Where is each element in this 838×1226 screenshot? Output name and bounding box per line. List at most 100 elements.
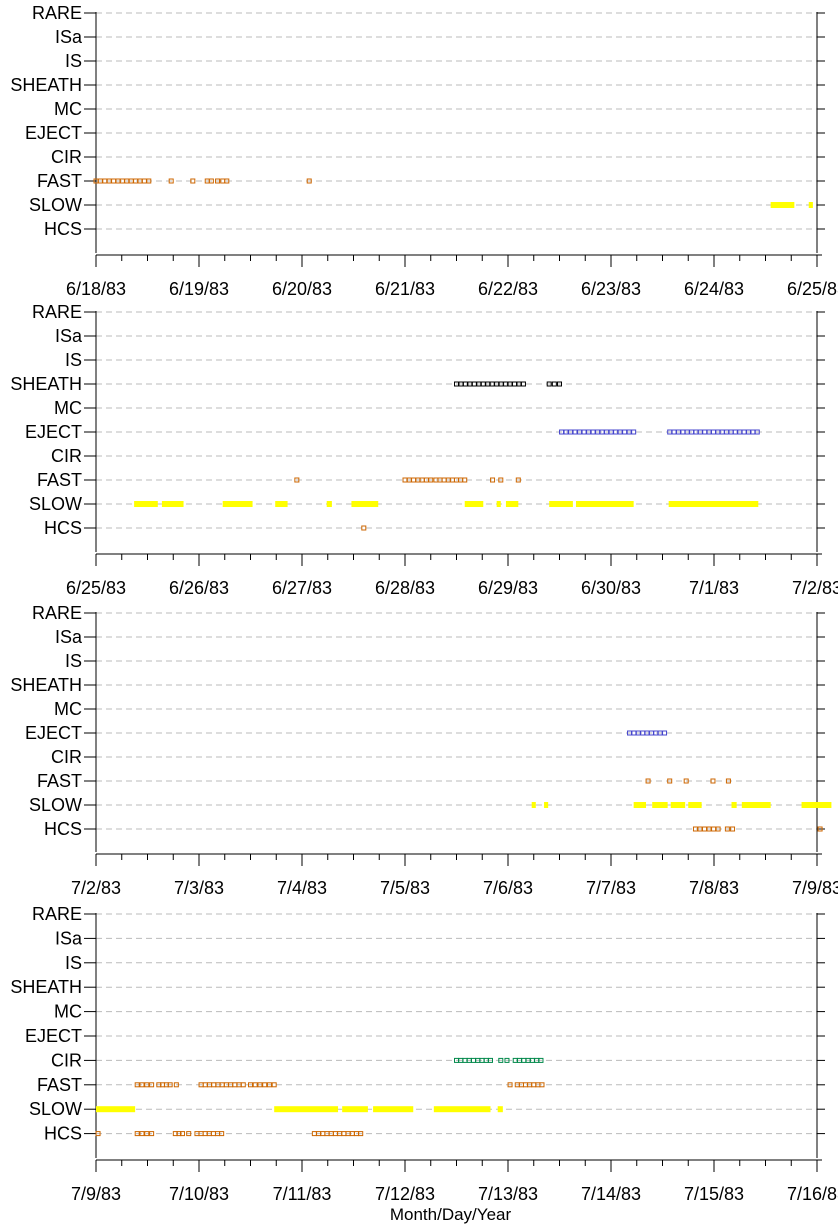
mark-sheath — [512, 381, 518, 387]
mark-fast — [539, 1082, 545, 1088]
category-label-eject: EJECT — [25, 1026, 82, 1046]
mark-fast — [266, 1082, 272, 1088]
category-label-fast: FAST — [37, 1075, 82, 1095]
mark-slow — [275, 501, 288, 507]
mark-eject — [586, 429, 592, 435]
category-label-is: IS — [65, 953, 82, 973]
category-label-isa: ISa — [55, 627, 83, 647]
mark-cir — [521, 1057, 527, 1063]
category-label-rare: RARE — [32, 3, 82, 23]
mark-slow — [373, 1106, 414, 1113]
category-label-is: IS — [65, 51, 82, 71]
mark-eject — [617, 429, 623, 435]
category-label-fast: FAST — [37, 171, 82, 191]
mark-fast — [240, 1082, 246, 1088]
mark-hcs — [724, 826, 730, 832]
category-label-sheath: SHEATH — [10, 374, 82, 394]
x-tick-label: 6/30/83 — [581, 578, 641, 598]
x-tick-label: 7/9/83 — [71, 1184, 121, 1204]
category-label-slow: SLOW — [29, 195, 82, 215]
mark-fast — [262, 1082, 268, 1088]
mark-hcs — [139, 1131, 145, 1137]
category-label-eject: EJECT — [25, 723, 82, 743]
mark-eject — [577, 429, 583, 435]
mark-fast — [306, 178, 312, 184]
category-label-cir: CIR — [51, 446, 82, 466]
x-tick-label: 7/12/83 — [375, 1184, 435, 1204]
mark-cir — [538, 1057, 544, 1063]
mark-eject — [608, 429, 614, 435]
mark-eject — [754, 429, 760, 435]
mark-fast — [683, 778, 689, 784]
mark-fast — [144, 1082, 150, 1088]
panel-3: RARE ISa IS SHEATH MC EJECT CIR FAST SLOW HCS 7/2/… — [10, 603, 838, 898]
x-tick-label: 6/25/83 — [66, 578, 126, 598]
mark-fast — [149, 1082, 155, 1088]
mark-slow — [801, 802, 832, 808]
mark-cir — [504, 1057, 510, 1063]
mark-sheath — [546, 381, 552, 387]
mark-fast — [139, 1082, 145, 1088]
x-tick-label: 7/11/83 — [273, 1184, 332, 1204]
mark-slow — [274, 1106, 339, 1113]
x-tick-label: 6/26/83 — [169, 578, 229, 598]
mark-eject — [599, 429, 605, 435]
mark-hcs — [210, 1131, 216, 1137]
mark-slow — [531, 802, 536, 808]
x-tick-label: 6/24/83 — [684, 279, 744, 299]
category-label-fast: FAST — [37, 470, 82, 490]
mark-hcs — [711, 826, 717, 832]
category-label-isa: ISa — [55, 27, 83, 47]
category-label-rare: RARE — [32, 603, 82, 623]
x-tick-label: 7/10/83 — [169, 1184, 229, 1204]
x-tick-label: 7/3/83 — [174, 878, 224, 898]
mark-eject — [741, 429, 747, 435]
category-label-slow: SLOW — [29, 795, 82, 815]
category-label-sheath: SHEATH — [10, 75, 82, 95]
mark-hcs — [341, 1131, 347, 1137]
mark-slow — [668, 501, 759, 507]
mark-eject — [631, 429, 637, 435]
x-tick-label: 6/22/83 — [478, 279, 538, 299]
mark-hcs — [311, 1131, 317, 1137]
mark-eject — [604, 429, 610, 435]
mark-slow — [808, 202, 813, 208]
mark-fast — [498, 477, 504, 483]
mark-slow — [433, 1106, 491, 1113]
mark-slow — [464, 501, 484, 507]
category-label-fast: FAST — [37, 771, 82, 791]
category-label-eject: EJECT — [25, 422, 82, 442]
mark-eject — [590, 429, 596, 435]
category-label-hcs: HCS — [44, 219, 82, 239]
mark-fast — [515, 477, 521, 483]
mark-eject — [710, 429, 716, 435]
x-tick-label: 7/6/83 — [483, 878, 533, 898]
mark-hcs — [180, 1131, 186, 1137]
category-label-mc: MC — [54, 699, 82, 719]
category-label-rare: RARE — [32, 904, 82, 924]
mark-eject — [568, 429, 574, 435]
mark-sheath — [520, 381, 526, 387]
mark-fast — [111, 178, 117, 184]
category-label-hcs: HCS — [44, 1124, 82, 1144]
mark-fast — [271, 1082, 277, 1088]
category-label-sheath: SHEATH — [10, 977, 82, 997]
x-tick-label: 6/23/83 — [581, 279, 641, 299]
mark-sheath — [557, 381, 562, 387]
mark-hcs — [144, 1131, 150, 1137]
x-tick-label: 7/2/83 — [792, 578, 838, 598]
category-label-cir: CIR — [51, 147, 82, 167]
mark-fast — [248, 1082, 253, 1088]
mark-cir — [470, 1057, 476, 1063]
category-label-mc: MC — [54, 1002, 82, 1022]
mark-hcs — [715, 826, 721, 832]
mark-slow — [326, 501, 332, 507]
mark-fast — [531, 1082, 537, 1088]
mark-fast — [507, 1082, 513, 1088]
category-label-rare: RARE — [32, 302, 82, 322]
mark-eject — [631, 730, 637, 736]
mark-fast — [428, 477, 434, 483]
category-label-slow: SLOW — [29, 494, 82, 514]
mark-fast — [134, 1082, 140, 1088]
